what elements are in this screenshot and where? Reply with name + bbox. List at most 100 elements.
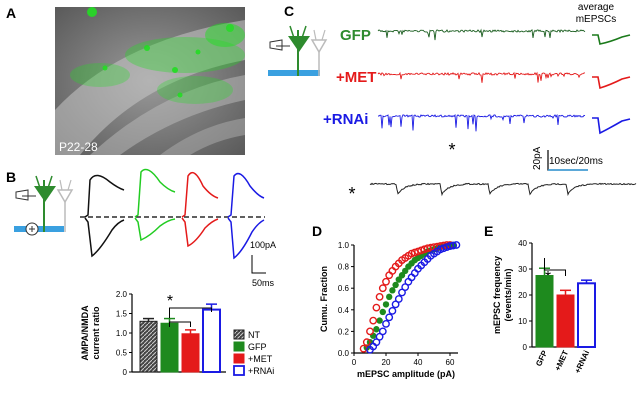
d-xlabel: mEPSC amplitude (pA)	[357, 369, 455, 379]
d-point-met	[382, 277, 390, 286]
b-bar-rnai	[202, 308, 221, 374]
ampa-nmda-bar-chart: AMPA/NMDA current ratio * * 00.51.01.52.…	[80, 290, 274, 377]
d-point-gfp	[389, 287, 396, 294]
d-point-rnai	[382, 319, 390, 328]
b-legend-label: GFP	[248, 342, 267, 352]
b-legend-label: +MET	[248, 354, 273, 364]
d-point-gfp	[386, 293, 393, 301]
b-legend-swatch	[233, 341, 245, 352]
d-point-met	[372, 303, 381, 312]
b-sig-bracket-1	[169, 321, 191, 327]
e-sig-bracket	[544, 258, 566, 276]
age-label: P22-28	[59, 140, 98, 154]
panel-c-letter: C	[284, 3, 294, 19]
d-x-tick-label: 60	[446, 358, 455, 367]
d-point-gfp	[382, 301, 390, 308]
e-x-tick-label: +MET	[553, 349, 570, 372]
e-x-tick-label: +RNAi	[573, 349, 591, 375]
d-point-rnai	[388, 306, 397, 315]
microscopy-image: P22-28	[55, 7, 245, 155]
e-y-tick-label: 30	[518, 265, 527, 274]
b-bar-nt	[139, 320, 158, 373]
mepsc-trace-gfp	[377, 28, 586, 41]
trace-label-gfp: GFP	[340, 27, 371, 44]
d-point-gfp	[373, 326, 380, 333]
d-point-rnai	[394, 295, 403, 303]
b-scale-time: 50ms	[252, 278, 275, 288]
panel-d-letter: D	[312, 223, 322, 239]
b-significance-star-2: *	[167, 293, 173, 310]
avg-title-line2: mEPSCs	[576, 14, 617, 25]
b-legend-label: NT	[248, 330, 260, 340]
d-point-met	[366, 327, 374, 336]
panel-b-letter: B	[6, 169, 16, 185]
e-y-tick-label: 0	[523, 343, 528, 352]
b-y-tick-label: 0.5	[116, 349, 128, 358]
d-point-met	[362, 338, 371, 347]
b-ylabel-line1: AMPA/NMDA	[80, 305, 90, 361]
b-bar-met	[181, 333, 200, 373]
d-point-met	[369, 316, 378, 325]
d-point-rnai	[452, 241, 461, 249]
b-y-tick-label: 2.0	[116, 290, 128, 299]
c-scale-current: 20pA	[532, 146, 543, 170]
mepsc-trace-met	[377, 71, 585, 83]
d-y-tick-label: 1.0	[338, 241, 350, 250]
b-ylabel-line2: current ratio	[91, 306, 101, 360]
trace-label-met: +MET	[336, 69, 376, 86]
c-marker-star: *	[448, 140, 455, 160]
e-y-tick-label: 10	[518, 317, 527, 326]
b-legend-swatch	[233, 353, 245, 364]
trace-label-rnai: +RNAi	[323, 111, 368, 128]
d-y-tick-label: 0.4	[338, 306, 350, 315]
e-y-tick-label: 40	[518, 239, 527, 248]
e-bar-gfp	[535, 275, 554, 348]
b-scale-current: 100pA	[250, 240, 276, 250]
e-ylabel-line1: mEPSC frequency	[492, 256, 502, 334]
d-y-tick-label: 0.2	[338, 327, 350, 336]
e-ylabel-line2: (events/min)	[503, 268, 513, 321]
b-y-tick-label: 1.5	[116, 310, 128, 319]
e-bar-rnai	[577, 282, 596, 348]
d-point-gfp	[379, 308, 386, 316]
d-point-rnai	[449, 241, 458, 250]
inset-star: *	[348, 184, 355, 204]
b-y-tick-label: 0	[123, 368, 128, 377]
b-y-tick-label: 1.0	[116, 329, 128, 338]
c-scale-bar: 20pA 10sec/20ms	[532, 146, 603, 171]
d-point-rnai	[385, 313, 394, 322]
b-bar-gfp	[160, 322, 179, 373]
b-sig-bracket-2	[169, 307, 212, 318]
d-point-met	[378, 284, 387, 293]
b-legend-label: +RNAi	[248, 366, 274, 376]
neuron-schematic-c	[268, 25, 328, 76]
d-y-tick-label: 0.6	[338, 284, 350, 293]
expanded-trace-inset	[369, 182, 637, 197]
mepsc-traces	[377, 28, 586, 132]
d-ylabel: Cumu. Fraction	[319, 266, 329, 332]
b-legend-swatch	[233, 365, 245, 376]
d-x-tick-label: 40	[414, 358, 423, 367]
e-y-tick-label: 20	[518, 291, 527, 300]
neuron-schematic-b	[14, 175, 74, 236]
panel-e-letter: E	[484, 223, 493, 239]
d-point-gfp	[376, 317, 383, 324]
panel-a-letter: A	[6, 5, 16, 21]
epsc-traces-b: 100pA 50ms	[80, 168, 276, 288]
d-x-tick-label: 0	[352, 358, 357, 367]
e-bar-met	[556, 294, 575, 348]
d-y-tick-label: 0.0	[338, 349, 350, 358]
c-scale-time: 10sec/20ms	[549, 156, 603, 167]
mepsc-frequency-bar-chart: mEPSC frequency (events/min) * 010203040…	[492, 239, 596, 375]
e-x-tick-label: GFP	[534, 348, 549, 367]
d-point-gfp	[392, 281, 399, 289]
cumulative-fraction-plot: Cumu. Fraction mEPSC amplitude (pA) 0.00…	[319, 241, 461, 379]
d-point-met	[375, 292, 384, 301]
b-legend-swatch	[233, 329, 245, 340]
average-mepsc-traces	[592, 34, 631, 135]
avg-title-line1: average	[578, 2, 615, 13]
d-y-tick-label: 0.8	[338, 263, 350, 272]
d-x-tick-label: 20	[382, 358, 391, 367]
mepsc-trace-rnai	[378, 113, 586, 132]
